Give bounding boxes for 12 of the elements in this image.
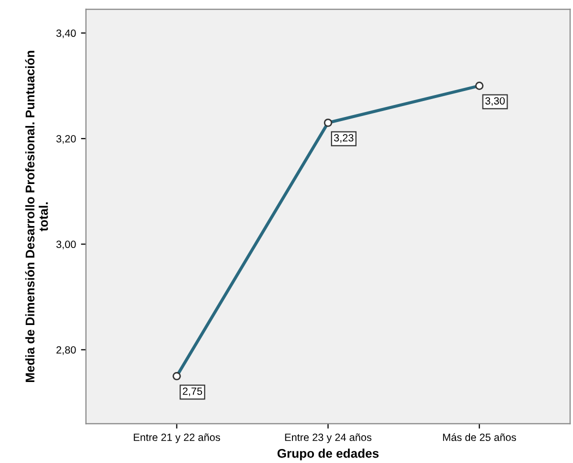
y-tick-label: 3,40 [56, 30, 76, 38]
data-label: 3,30 [485, 97, 505, 106]
y-tick-label: 3,20 [56, 135, 76, 144]
y-axis-title: Media de Dimensión Desarrollo Profesional. Puntuación total. [25, 50, 48, 382]
y-tick-label: 3,00 [56, 240, 76, 250]
y-tick-label: 2,80 [56, 346, 76, 355]
data-label: 3,23 [334, 134, 354, 143]
x-axis-title: Grupo de edades [278, 448, 379, 460]
data-label: 2,75 [182, 388, 202, 396]
x-tick-label: Más de 25 años [443, 433, 516, 442]
x-tick-label: Entre 21 y 22 años [134, 433, 220, 444]
x-tick-label: Entre 23 y 24 años [285, 433, 372, 444]
